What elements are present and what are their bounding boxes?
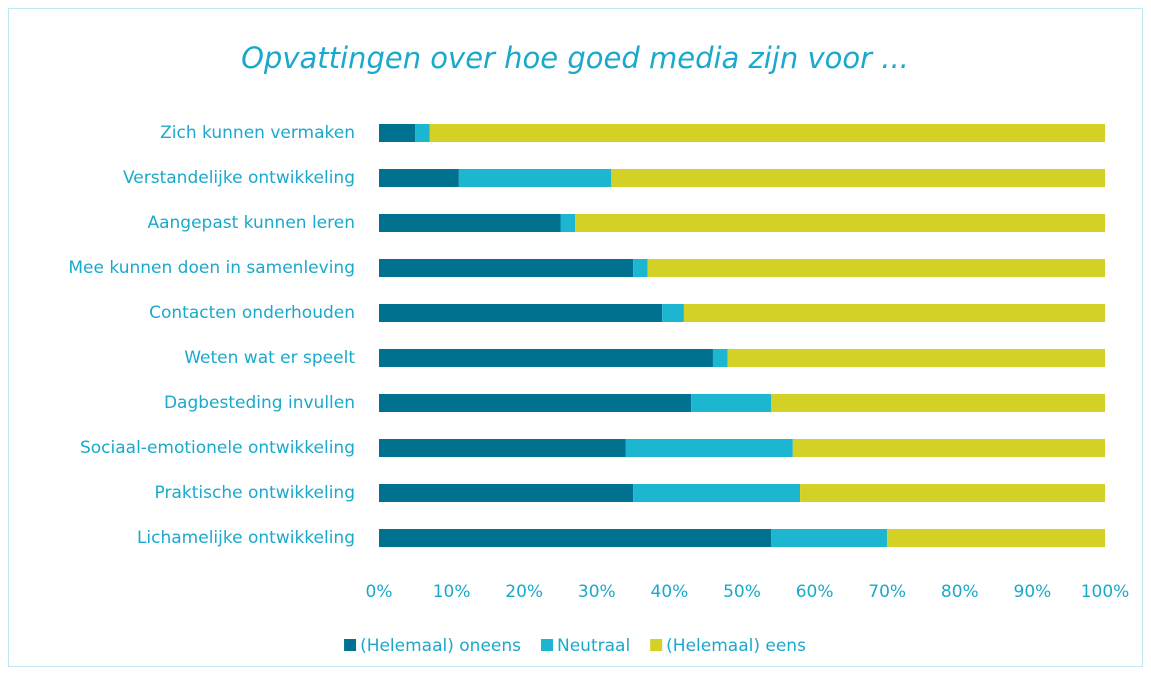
y-tick-label: Zich kunnen vermaken — [160, 123, 355, 143]
x-tick-label: 20% — [505, 582, 543, 602]
bar-segment — [379, 169, 459, 187]
legend-label: (Helemaal) eens — [666, 636, 806, 656]
bar-segment — [792, 439, 1105, 457]
bar-segment — [887, 529, 1105, 547]
bar-segment — [429, 124, 1105, 142]
y-tick-label: Mee kunnen doen in samenleving — [68, 258, 355, 278]
x-tick-label: 0% — [366, 582, 393, 602]
frame — [8, 8, 1143, 667]
x-tick-label: 80% — [941, 582, 979, 602]
legend-swatch — [541, 639, 553, 651]
bar-segment — [379, 214, 561, 232]
bar-segment — [379, 439, 626, 457]
bar-segment — [625, 439, 793, 457]
legend-label: Neutraal — [557, 636, 630, 656]
bar-segment — [575, 214, 1105, 232]
bar-segment — [712, 349, 728, 367]
x-tick-label: 60% — [796, 582, 834, 602]
bar-segment — [379, 304, 663, 322]
x-tick-label: 100% — [1081, 582, 1130, 602]
x-tick-label: 40% — [651, 582, 689, 602]
bar-segment — [662, 304, 684, 322]
chart-title: Opvattingen over hoe goed media zijn voo… — [241, 41, 909, 75]
legend-swatch — [344, 639, 357, 651]
bar-segment — [691, 394, 772, 412]
bar-segment — [379, 349, 713, 367]
bar-segment — [560, 214, 576, 232]
legend-swatch — [650, 639, 663, 651]
y-tick-label: Weten wat er speelt — [184, 348, 355, 368]
x-tick-label: 70% — [868, 582, 906, 602]
y-tick-label: Aangepast kunnen leren — [147, 213, 355, 233]
y-tick-label: Contacten onderhouden — [149, 303, 355, 323]
y-tick-label: Sociaal-emotionele ontwikkeling — [80, 438, 355, 458]
bar-segment — [415, 124, 430, 142]
bar-segment — [379, 484, 634, 502]
bar-segment — [379, 259, 634, 277]
bar-segment — [379, 394, 692, 412]
bar-segment — [633, 484, 801, 502]
bar-segment — [611, 169, 1105, 187]
bar-segment — [633, 259, 648, 277]
legend-label: (Helemaal) oneens — [360, 636, 521, 656]
bar-segment — [727, 349, 1105, 367]
x-tick-label: 30% — [578, 582, 616, 602]
x-tick-label: 10% — [433, 582, 471, 602]
bar-segment — [379, 529, 772, 547]
bar-segment — [771, 394, 1105, 412]
bar-segment — [683, 304, 1105, 322]
y-tick-label: Praktische ontwikkeling — [155, 483, 355, 503]
bar-segment — [647, 259, 1105, 277]
y-tick-label: Lichamelijke ontwikkeling — [137, 528, 355, 548]
y-tick-label: Verstandelijke ontwikkeling — [123, 168, 355, 188]
x-tick-label: 90% — [1014, 582, 1052, 602]
x-tick-label: 50% — [723, 582, 761, 602]
bar-segment — [800, 484, 1105, 502]
bar-segment — [379, 124, 416, 142]
bar-segment — [771, 529, 888, 547]
bar-segment — [458, 169, 612, 187]
y-tick-label: Dagbesteding invullen — [164, 393, 355, 413]
